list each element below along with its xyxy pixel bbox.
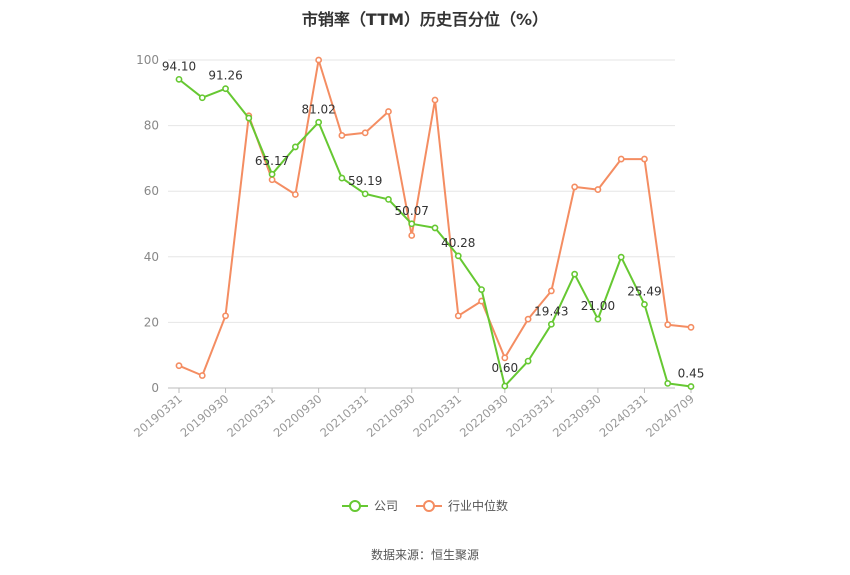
data-label: 50.07: [395, 204, 429, 218]
data-point-industry: [571, 183, 579, 191]
y-tick-label: 60: [144, 184, 159, 198]
data-point-company: [617, 253, 625, 261]
legend-company-label: 公司: [373, 499, 398, 513]
x-tick-label: 20200930: [271, 392, 325, 440]
legend-industry-marker-icon: [416, 499, 442, 513]
data-point-company: [198, 94, 206, 102]
y-tick-label: 20: [144, 315, 159, 329]
legend-industry-label: 行业中位数: [448, 499, 509, 513]
axes: 0 20 40 60 80 100 2019033120190930202003312020…: [131, 53, 697, 440]
data-label: 19.43: [534, 304, 568, 318]
x-tick-label: 20220930: [457, 392, 511, 440]
data-label: 40.28: [441, 236, 475, 250]
data-label: 59.19: [348, 174, 382, 188]
data-point-industry: [594, 186, 602, 193]
data-point-company: [291, 143, 299, 151]
data-point-industry: [431, 96, 439, 104]
data-point-industry: [641, 155, 648, 163]
data-label: 65.17: [255, 154, 289, 168]
data-point-industry: [385, 108, 392, 115]
data-point-industry: [268, 176, 276, 184]
data-point-company: [361, 190, 369, 198]
data-point-industry: [547, 287, 555, 295]
data-point-company: [175, 75, 183, 83]
y-tick-label: 40: [144, 250, 159, 264]
data-point-company: [315, 118, 323, 126]
data-label: 91.26: [208, 69, 242, 83]
series-lines: [175, 56, 695, 390]
data-point-industry: [361, 129, 369, 137]
data-label: 81.02: [301, 102, 335, 116]
data-point-company: [478, 286, 485, 293]
x-tick-label: 20240709: [643, 392, 697, 440]
data-point-company: [571, 270, 579, 278]
data-label: 0.60: [491, 361, 518, 375]
y-tick-label: 100: [136, 53, 159, 67]
data-source-note: 数据来源：恒生聚源: [370, 548, 479, 562]
data-label: 21.00: [581, 299, 615, 313]
data-point-company: [338, 174, 346, 182]
data-point-company: [431, 224, 439, 232]
x-tick-label: 20230930: [550, 392, 604, 440]
x-tick-label: 20210930: [364, 392, 418, 440]
data-point-company: [687, 383, 695, 390]
data-label: 0.45: [678, 367, 705, 381]
data-point-industry: [454, 312, 462, 320]
data-point-industry: [338, 132, 346, 139]
data-point-industry: [687, 323, 695, 331]
data-point-industry: [222, 312, 229, 320]
data-point-company: [245, 114, 253, 122]
x-tick-label: 20240331: [597, 392, 651, 440]
x-tick-label: 20210331: [317, 392, 371, 440]
data-point-company: [641, 300, 648, 308]
y-tick-label: 80: [144, 119, 159, 133]
legend: 公司 行业中位数: [0, 497, 850, 514]
data-point-company: [222, 85, 229, 93]
data-point-industry: [617, 155, 625, 163]
x-tick-label: 20200331: [224, 392, 278, 440]
data-point-company: [594, 315, 602, 323]
data-label: 25.49: [627, 284, 661, 298]
chart-title: 市销率（TTM）历史百分位（%）: [301, 10, 549, 29]
legend-item-company[interactable]: 公司: [341, 497, 398, 514]
data-point-company: [454, 252, 462, 260]
data-label: 94.10: [162, 59, 196, 73]
data-point-industry: [291, 191, 299, 198]
data-point-company: [385, 195, 392, 203]
data-point-industry: [198, 372, 206, 379]
gridlines: [168, 59, 675, 389]
x-tick-label: 20220331: [410, 392, 464, 440]
data-point-industry: [408, 232, 416, 239]
data-point-company: [408, 220, 416, 228]
data-point-company: [664, 380, 672, 387]
legend-company-marker-icon: [341, 499, 368, 513]
series-line-industry: [178, 59, 692, 377]
data-labels: 94.10 91.26 65.17 81.02 59.19 50.07 40.28 0.60 1…: [162, 59, 705, 380]
x-tick-label: 20230331: [503, 392, 557, 440]
data-point-company: [547, 320, 555, 328]
data-point-industry: [315, 56, 323, 64]
legend-item-industry[interactable]: 行业中位数: [416, 497, 508, 514]
data-point-industry: [175, 362, 183, 370]
x-tick-label: 20190930: [178, 392, 232, 440]
x-tick-label: 20190331: [131, 392, 185, 440]
data-point-industry: [664, 321, 672, 329]
data-point-industry: [501, 354, 509, 362]
data-point-company: [501, 382, 509, 390]
y-tick-label: 0: [151, 381, 159, 395]
data-point-company: [524, 357, 532, 365]
data-point-industry: [524, 315, 532, 323]
data-point-company: [268, 170, 276, 178]
